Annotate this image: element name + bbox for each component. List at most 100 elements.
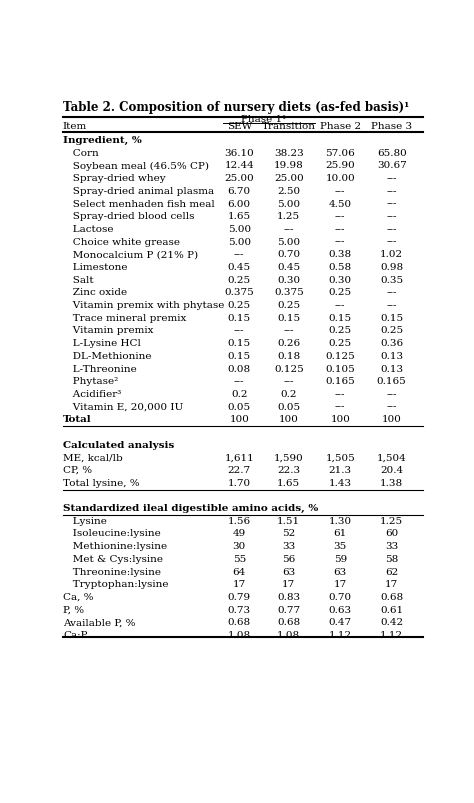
- Text: Phase 3: Phase 3: [371, 122, 412, 131]
- Text: 36.10: 36.10: [224, 149, 254, 157]
- Text: 1.12: 1.12: [380, 630, 403, 639]
- Text: 65.80: 65.80: [377, 149, 407, 157]
- Text: 0.30: 0.30: [328, 275, 352, 284]
- Text: 100: 100: [279, 415, 299, 424]
- Text: Calculated analysis: Calculated analysis: [63, 440, 174, 449]
- Text: 38.23: 38.23: [274, 149, 304, 157]
- Text: 1.38: 1.38: [380, 478, 403, 487]
- Text: 33: 33: [282, 541, 295, 551]
- Text: Lysine: Lysine: [63, 516, 107, 525]
- Text: ---: ---: [335, 186, 346, 196]
- Text: 33: 33: [385, 541, 398, 551]
- Text: 1.08: 1.08: [228, 630, 251, 639]
- Text: 56: 56: [282, 554, 295, 563]
- Text: 6.00: 6.00: [228, 199, 251, 208]
- Text: ---: ---: [234, 250, 245, 259]
- Text: 0.25: 0.25: [328, 288, 352, 297]
- Text: 21.3: 21.3: [328, 466, 352, 475]
- Text: 1,590: 1,590: [274, 453, 304, 462]
- Text: Available P, %: Available P, %: [63, 618, 136, 626]
- Text: 1.30: 1.30: [328, 516, 352, 525]
- Text: 0.15: 0.15: [328, 313, 352, 322]
- Text: Limestone: Limestone: [63, 263, 128, 271]
- Text: 0.13: 0.13: [380, 364, 403, 373]
- Text: 55: 55: [233, 554, 246, 563]
- Text: 1.25: 1.25: [380, 516, 403, 525]
- Text: 0.73: 0.73: [228, 605, 251, 613]
- Text: Phytase²: Phytase²: [63, 377, 118, 385]
- Text: Spray-dried blood cells: Spray-dried blood cells: [63, 212, 194, 221]
- Text: Vitamin premix with phytase: Vitamin premix with phytase: [63, 300, 224, 310]
- Text: 1.08: 1.08: [277, 630, 301, 639]
- Text: 17: 17: [385, 580, 398, 589]
- Text: 0.68: 0.68: [228, 618, 251, 626]
- Text: 5.00: 5.00: [277, 238, 301, 247]
- Text: 1.43: 1.43: [328, 478, 352, 487]
- Text: 0.105: 0.105: [325, 364, 355, 373]
- Text: 63: 63: [282, 567, 295, 576]
- Text: ---: ---: [386, 225, 397, 234]
- Text: 0.25: 0.25: [228, 275, 251, 284]
- Text: 0.45: 0.45: [228, 263, 251, 271]
- Text: Ca, %: Ca, %: [63, 593, 93, 601]
- Text: 0.15: 0.15: [228, 313, 251, 322]
- Text: L-Lysine HCl: L-Lysine HCl: [63, 339, 141, 348]
- Text: Tryptophan:lysine: Tryptophan:lysine: [63, 580, 168, 589]
- Text: 0.35: 0.35: [380, 275, 403, 284]
- Text: 0.30: 0.30: [277, 275, 301, 284]
- Text: 10.00: 10.00: [325, 174, 355, 183]
- Text: Ca:P: Ca:P: [63, 630, 87, 639]
- Text: Select menhaden fish meal: Select menhaden fish meal: [63, 199, 215, 208]
- Text: 0.79: 0.79: [228, 593, 251, 601]
- Text: Corn: Corn: [63, 149, 99, 157]
- Text: 25.00: 25.00: [274, 174, 304, 183]
- Text: ---: ---: [386, 402, 397, 411]
- Text: ---: ---: [335, 389, 346, 398]
- Text: 25.90: 25.90: [325, 161, 355, 170]
- Text: 0.70: 0.70: [277, 250, 301, 259]
- Text: 0.125: 0.125: [274, 364, 304, 373]
- Text: 2.50: 2.50: [277, 186, 301, 196]
- Text: 0.05: 0.05: [277, 402, 301, 411]
- Text: 0.42: 0.42: [380, 618, 403, 626]
- Text: Spray-dried animal plasma: Spray-dried animal plasma: [63, 186, 214, 196]
- Text: Vitamin E, 20,000 IU: Vitamin E, 20,000 IU: [63, 402, 183, 411]
- Text: Standardized ileal digestible amino acids, %: Standardized ileal digestible amino acid…: [63, 503, 318, 512]
- Text: ---: ---: [283, 377, 294, 385]
- Text: 61: 61: [334, 529, 347, 538]
- Text: Methionine:lysine: Methionine:lysine: [63, 541, 167, 551]
- Text: 0.68: 0.68: [277, 618, 301, 626]
- Text: 17: 17: [233, 580, 246, 589]
- Text: 0.15: 0.15: [380, 313, 403, 322]
- Text: 0.68: 0.68: [380, 593, 403, 601]
- Text: Trace mineral premix: Trace mineral premix: [63, 313, 186, 322]
- Text: 0.25: 0.25: [228, 300, 251, 310]
- Text: 0.13: 0.13: [380, 352, 403, 361]
- Text: 0.125: 0.125: [325, 352, 355, 361]
- Text: 0.25: 0.25: [328, 339, 352, 348]
- Text: 49: 49: [233, 529, 246, 538]
- Text: ---: ---: [234, 377, 245, 385]
- Text: ---: ---: [335, 212, 346, 221]
- Text: 52: 52: [282, 529, 295, 538]
- Text: ---: ---: [386, 199, 397, 208]
- Text: ---: ---: [386, 186, 397, 196]
- Text: 0.2: 0.2: [231, 389, 247, 398]
- Text: Salt: Salt: [63, 275, 93, 284]
- Text: 1.65: 1.65: [277, 478, 301, 487]
- Text: Transition: Transition: [262, 122, 316, 131]
- Text: 100: 100: [229, 415, 249, 424]
- Text: 0.38: 0.38: [328, 250, 352, 259]
- Text: 1,504: 1,504: [377, 453, 407, 462]
- Text: ---: ---: [335, 225, 346, 234]
- Text: 30.67: 30.67: [377, 161, 407, 170]
- Text: Table 2. Composition of nursery diets (as-fed basis)¹: Table 2. Composition of nursery diets (a…: [63, 100, 409, 114]
- Text: 6.70: 6.70: [228, 186, 251, 196]
- Text: Ingredient, %: Ingredient, %: [63, 136, 142, 145]
- Text: Phase 2: Phase 2: [319, 122, 361, 131]
- Text: Isoleucine:lysine: Isoleucine:lysine: [63, 529, 161, 538]
- Text: 60: 60: [385, 529, 398, 538]
- Text: 17: 17: [282, 580, 295, 589]
- Text: 1.70: 1.70: [228, 478, 251, 487]
- Text: Soybean meal (46.5% CP): Soybean meal (46.5% CP): [63, 161, 209, 170]
